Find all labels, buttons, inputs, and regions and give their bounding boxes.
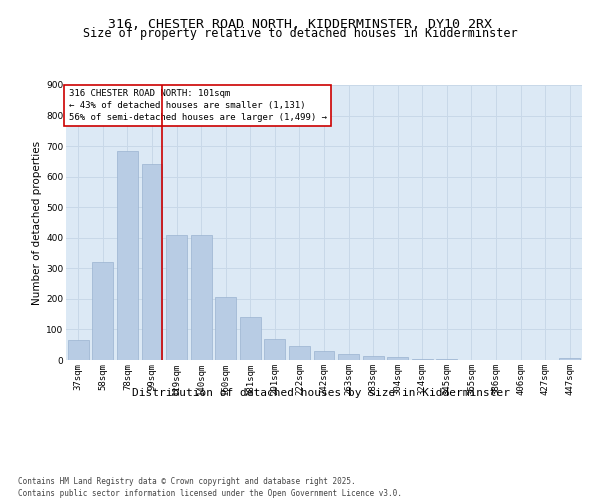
Bar (265, 338, 286, 360)
Bar (314, 351, 334, 360)
Bar (215, 298, 236, 360)
Text: Distribution of detached houses by size in Kidderminster: Distribution of detached houses by size … (132, 388, 510, 398)
Bar (362, 356, 383, 360)
Bar (191, 234, 212, 360)
Bar (142, 164, 163, 360)
Text: 316 CHESTER ROAD NORTH: 101sqm
← 43% of detached houses are smaller (1,131)
56% : 316 CHESTER ROAD NORTH: 101sqm ← 43% of … (68, 89, 326, 122)
Text: Size of property relative to detached houses in Kidderminster: Size of property relative to detached ho… (83, 28, 517, 40)
Bar (412, 359, 433, 360)
Bar (338, 354, 359, 360)
Bar (166, 234, 187, 360)
Bar (387, 357, 408, 360)
Text: Contains HM Land Registry data © Crown copyright and database right 2025.
Contai: Contains HM Land Registry data © Crown c… (18, 476, 402, 498)
Bar (559, 358, 580, 360)
Bar (289, 346, 310, 360)
Y-axis label: Number of detached properties: Number of detached properties (32, 140, 42, 304)
Bar (240, 317, 261, 360)
Bar (68, 340, 89, 360)
Bar (92, 262, 113, 360)
Text: 316, CHESTER ROAD NORTH, KIDDERMINSTER, DY10 2RX: 316, CHESTER ROAD NORTH, KIDDERMINSTER, … (108, 18, 492, 30)
Bar (436, 359, 457, 360)
Bar (117, 150, 138, 360)
